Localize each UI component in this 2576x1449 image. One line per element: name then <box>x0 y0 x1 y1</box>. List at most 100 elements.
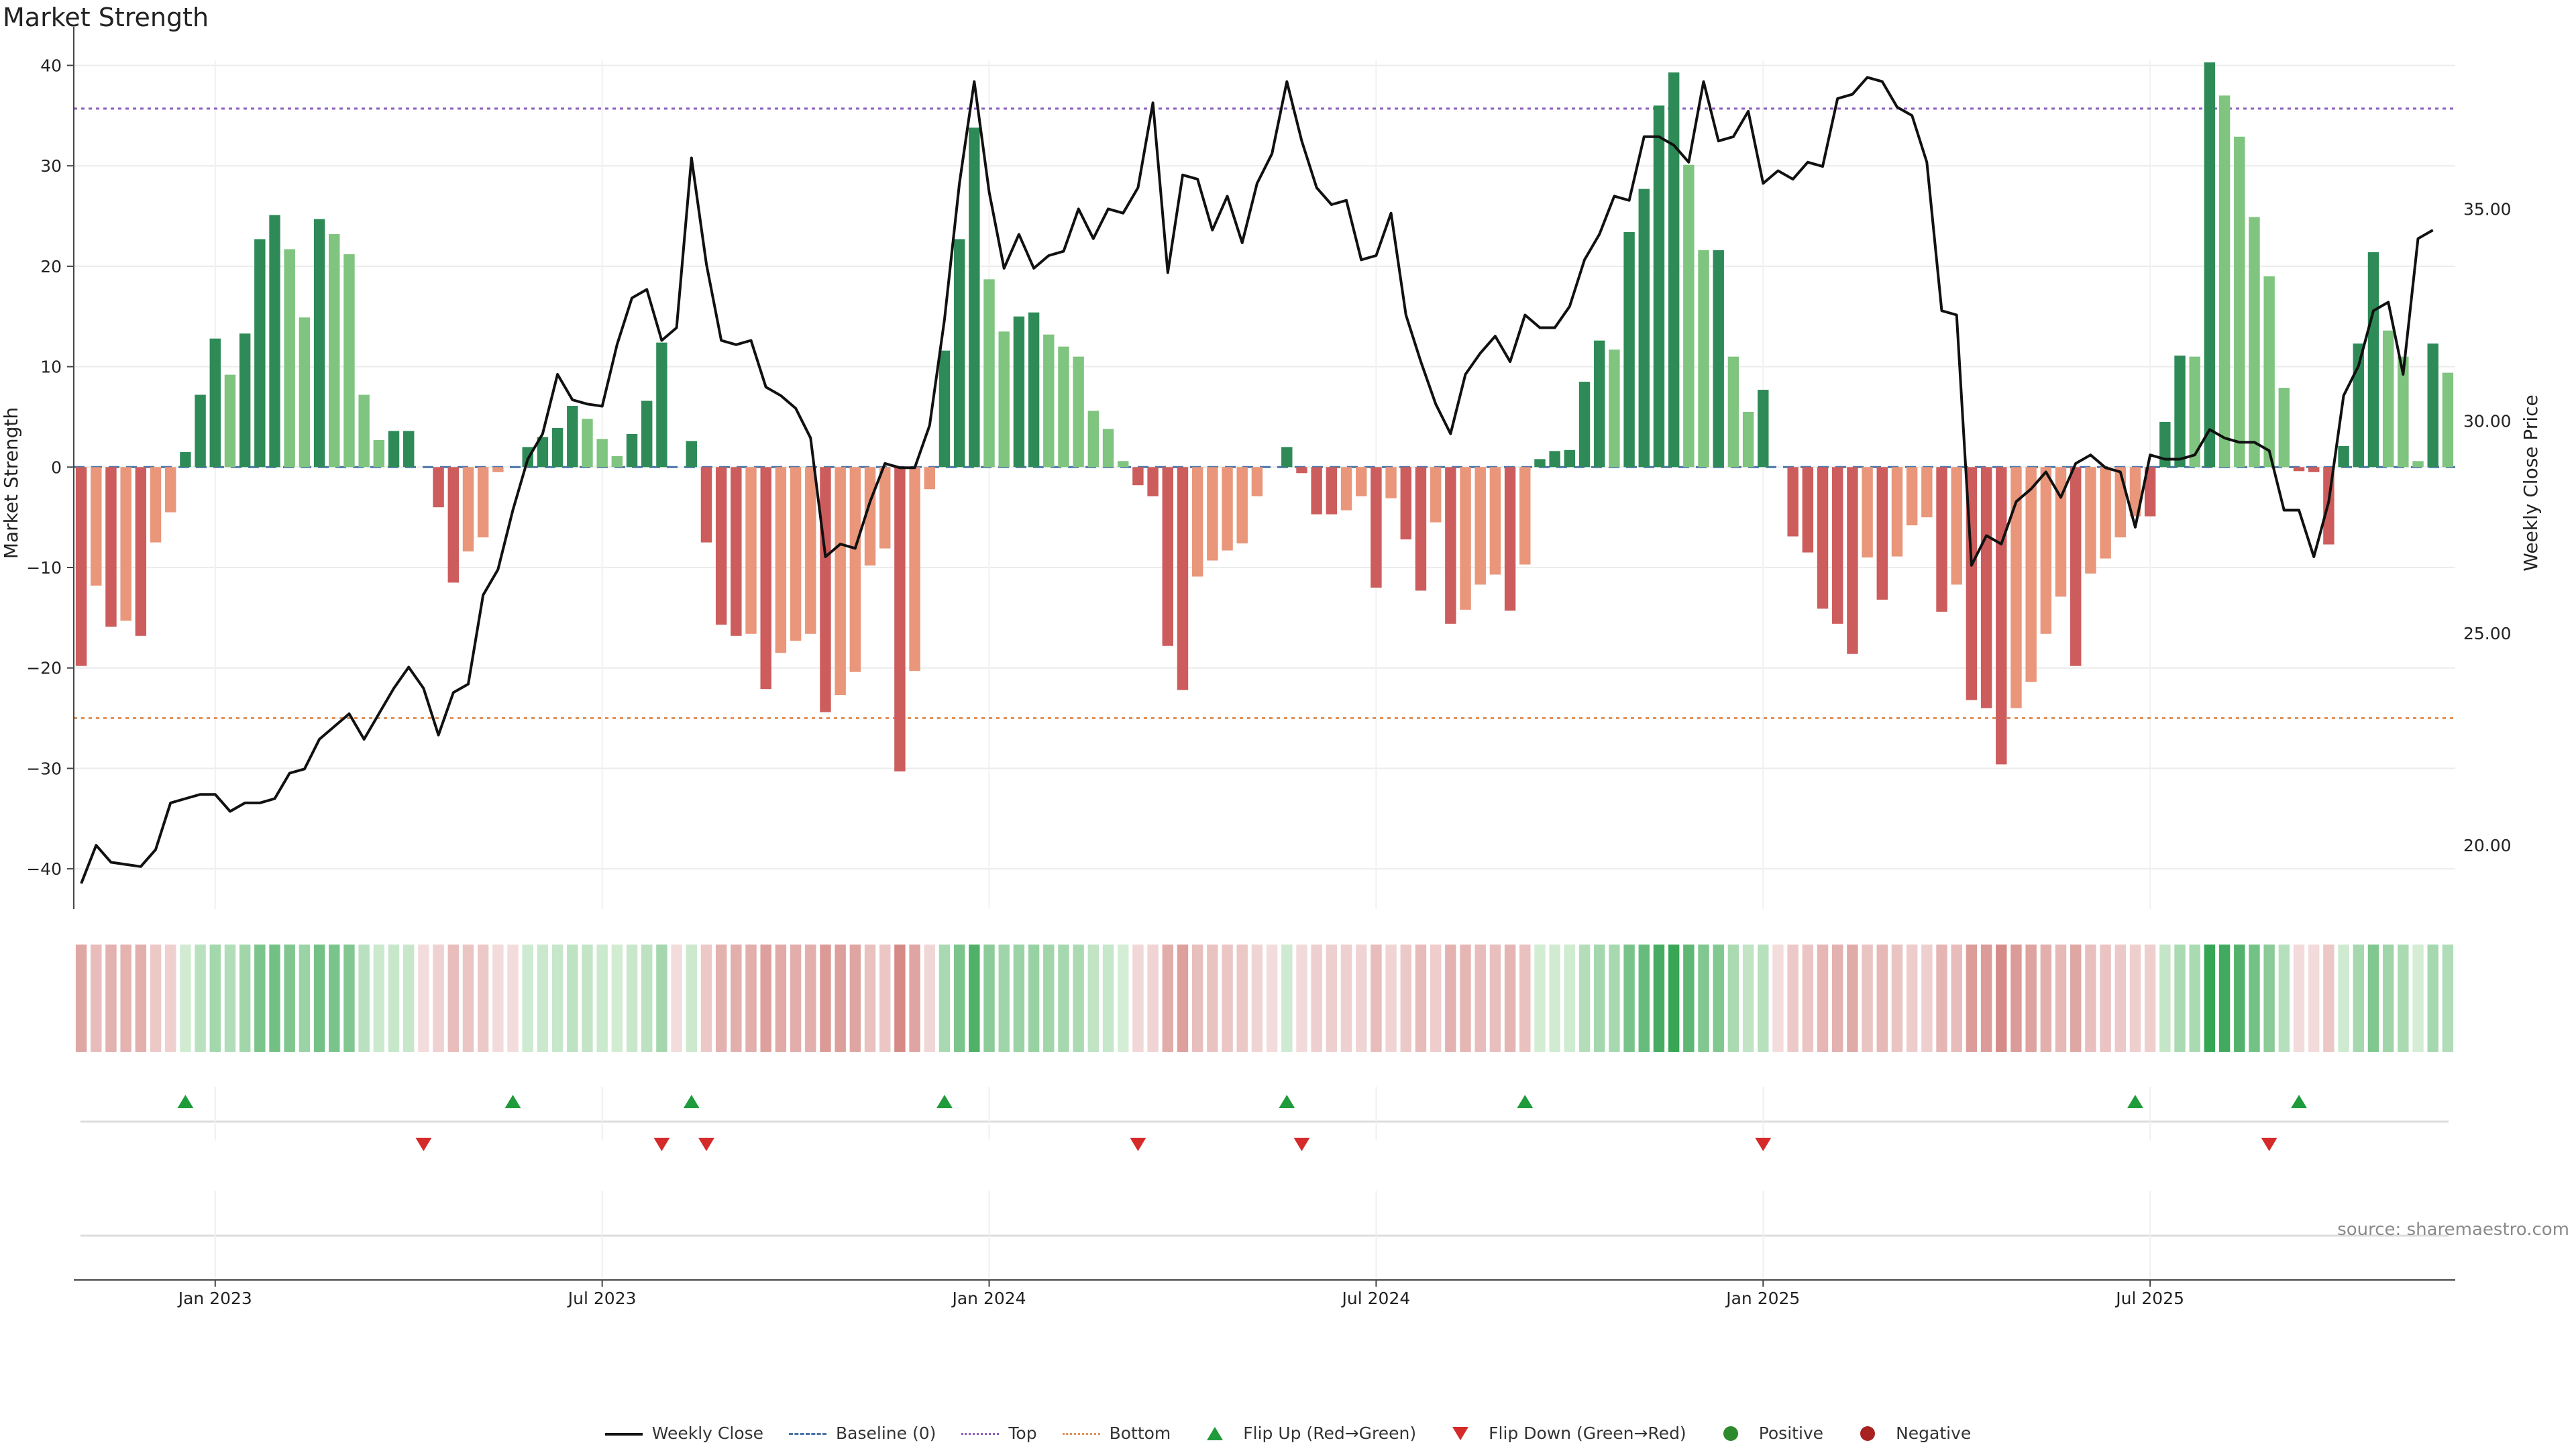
heat-cell <box>388 945 400 1052</box>
legend-negative-label: Negative <box>1896 1424 1972 1443</box>
strength-bar <box>433 467 444 508</box>
heat-cell <box>2100 945 2111 1052</box>
strength-bar <box>879 467 891 549</box>
y-tick-label: 10 <box>40 358 62 377</box>
strength-bar <box>745 467 757 634</box>
legend-flip-down-label: Flip Down (Green→Red) <box>1489 1424 1686 1443</box>
strength-bar <box>2204 62 2216 468</box>
heat-cell <box>299 945 311 1052</box>
strength-bar <box>1191 467 1203 577</box>
strength-bar <box>1102 429 1114 468</box>
strength-bar <box>1742 411 1754 468</box>
strength-bar <box>1906 467 1918 526</box>
strength-bar <box>1623 231 1635 468</box>
x-axis-ticks: Jan 2023 Jul 2023 Jan 2024 Jul 2024 Jan 2025… <box>74 1279 2455 1308</box>
heat-cell <box>1385 945 1397 1052</box>
strength-bar <box>299 317 311 468</box>
x-tick-label: Jan 2023 <box>177 1289 252 1308</box>
heat-cell <box>1609 945 1620 1052</box>
flip-down-marker <box>415 1138 432 1151</box>
strength-bar <box>2025 467 2037 682</box>
heat-cell <box>2159 945 2171 1052</box>
heat-cell <box>849 945 861 1052</box>
heat-cell <box>1683 945 1695 1052</box>
heat-cell <box>2085 945 2096 1052</box>
heat-cell <box>1966 945 1978 1052</box>
strength-bar <box>953 239 965 468</box>
heat-cell <box>2398 945 2409 1052</box>
strength-bar <box>1698 250 1709 468</box>
heat-cell <box>1727 945 1739 1052</box>
heat-cell <box>2412 945 2424 1052</box>
heat-cell <box>894 945 906 1052</box>
strength-bar <box>611 455 623 468</box>
flip-up-marker <box>2127 1095 2143 1108</box>
x-tick-label: Jan 2024 <box>951 1289 1026 1308</box>
flip-markers-panel <box>80 1087 2449 1151</box>
strength-bar <box>1474 467 1486 585</box>
strength-bar <box>760 467 771 690</box>
heat-cell <box>582 945 593 1052</box>
red-dot-icon <box>1860 1426 1876 1441</box>
strength-bar <box>1787 467 1799 537</box>
heat-cell <box>1132 945 1144 1052</box>
heat-cell <box>686 945 697 1052</box>
heat-cell <box>879 945 891 1052</box>
strength-bar <box>224 374 236 468</box>
heat-cell <box>1311 945 1322 1052</box>
heat-cell <box>373 945 385 1052</box>
heat-cell <box>1817 945 1829 1052</box>
flip-up-marker <box>177 1095 194 1108</box>
heat-cell <box>462 945 474 1052</box>
heat-cell <box>671 945 682 1052</box>
strength-bar <box>1504 467 1516 611</box>
heat-cell <box>1013 945 1025 1052</box>
heat-cell <box>2249 945 2260 1052</box>
strength-bar <box>969 127 980 468</box>
heat-cell <box>1638 945 1650 1052</box>
strength-bar <box>1847 467 1858 654</box>
heat-cell <box>1445 945 1456 1052</box>
heat-cell <box>433 945 444 1052</box>
heat-cell <box>1087 945 1099 1052</box>
strength-bar <box>998 331 1010 468</box>
strength-bar <box>924 467 935 490</box>
heat-cell <box>775 945 787 1052</box>
strength-bar <box>269 215 280 468</box>
heat-cell <box>1251 945 1263 1052</box>
strength-bar <box>894 467 906 771</box>
strength-bar <box>2055 467 2067 597</box>
heat-cell <box>551 945 564 1052</box>
heat-cell <box>790 945 802 1052</box>
heat-cell <box>1058 945 1069 1052</box>
heat-cell <box>1758 945 1769 1052</box>
heat-cell <box>447 945 459 1052</box>
strength-bar <box>2070 467 2082 666</box>
strength-bar <box>1430 467 1442 523</box>
strength-bar <box>2040 467 2052 634</box>
heat-cell <box>2114 945 2126 1052</box>
heat-cell <box>1430 945 1442 1052</box>
heat-cell <box>165 945 176 1052</box>
heat-cell <box>924 945 935 1052</box>
heat-cell <box>611 945 623 1052</box>
heat-cell <box>969 945 980 1052</box>
heat-cell <box>1147 945 1159 1052</box>
chart-title: Market Strength <box>3 3 209 32</box>
heat-cell <box>2442 945 2454 1052</box>
heat-cell <box>1371 945 1382 1052</box>
strength-bar <box>1519 467 1531 565</box>
strength-bar <box>2427 343 2438 468</box>
strength-bar <box>1073 356 1084 468</box>
heat-cell <box>358 945 370 1052</box>
strength-bar <box>1876 467 1888 600</box>
strength-bar <box>2293 467 2305 472</box>
strength-bar <box>1817 467 1829 609</box>
heat-cell <box>1177 945 1189 1052</box>
strength-bar <box>1727 356 1739 468</box>
strength-bar <box>2398 356 2409 468</box>
strength-bar <box>1549 451 1560 468</box>
heat-cell <box>998 945 1010 1052</box>
heat-cell <box>1281 945 1293 1052</box>
y2-axis-label: Weekly Close Price <box>2520 394 2542 571</box>
